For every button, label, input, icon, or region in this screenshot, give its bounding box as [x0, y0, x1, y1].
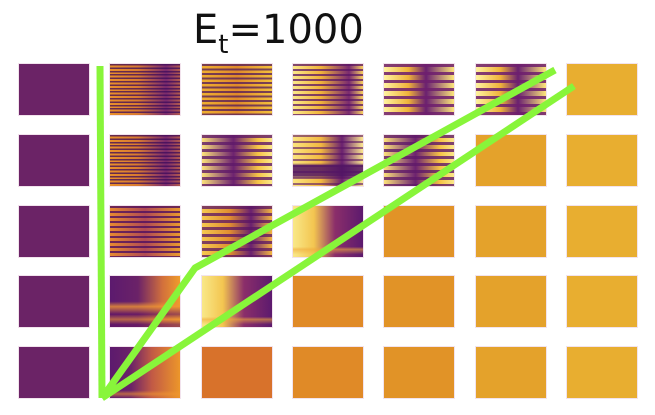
heatmap-cell-r1-c3 [202, 64, 272, 115]
title-subscript: t [218, 30, 229, 60]
heatmap-cell-r4-c4 [293, 276, 363, 327]
heatmap-cell-r5-c7 [567, 347, 637, 398]
heatmap-cell-r2-c3 [202, 135, 272, 186]
heatmap-cell-r2-c7 [567, 135, 637, 186]
heatmap-cell-r5-c1 [19, 347, 89, 398]
heatmap-cell-r1-c7 [567, 64, 637, 115]
vertical-boundary-line [96, 65, 106, 399]
upper-boundary-line [99, 66, 557, 401]
heatmap-cell-r3-c2 [110, 206, 180, 257]
heatmap-cell-r4-c6 [476, 276, 546, 327]
heatmap-cell-r2-c1 [19, 135, 89, 186]
heatmap-cell-r3-c7 [567, 206, 637, 257]
heatmap-cell-r5-c6 [476, 347, 546, 398]
heatmap-cell-r2-c4 [293, 135, 363, 186]
heatmap-cell-r3-c5 [384, 206, 454, 257]
heatmap-cell-r4-c3 [202, 276, 272, 327]
heatmap-cell-r4-c7 [567, 276, 637, 327]
heatmap-cell-r5-c3 [202, 347, 272, 398]
title-suffix: =1000 [228, 7, 364, 53]
heatmap-cell-r1-c1 [19, 64, 89, 115]
heatmap-cell-r2-c2 [110, 135, 180, 186]
heatmap-cell-r3-c1 [19, 206, 89, 257]
heatmap-cell-r3-c6 [476, 206, 546, 257]
heatmap-cell-r1-c5 [384, 64, 454, 115]
heatmap-cell-r1-c4 [293, 64, 363, 115]
title-main: E [193, 7, 219, 53]
heatmap-cell-r5-c5 [384, 347, 454, 398]
heatmap-cell-r4-c5 [384, 276, 454, 327]
heatmap-cell-r5-c4 [293, 347, 363, 398]
heatmap-cell-r1-c2 [110, 64, 180, 115]
heatmap-cell-r4-c1 [19, 276, 89, 327]
figure-title: Et=1000 [193, 6, 364, 69]
lower-boundary-line [100, 83, 576, 401]
